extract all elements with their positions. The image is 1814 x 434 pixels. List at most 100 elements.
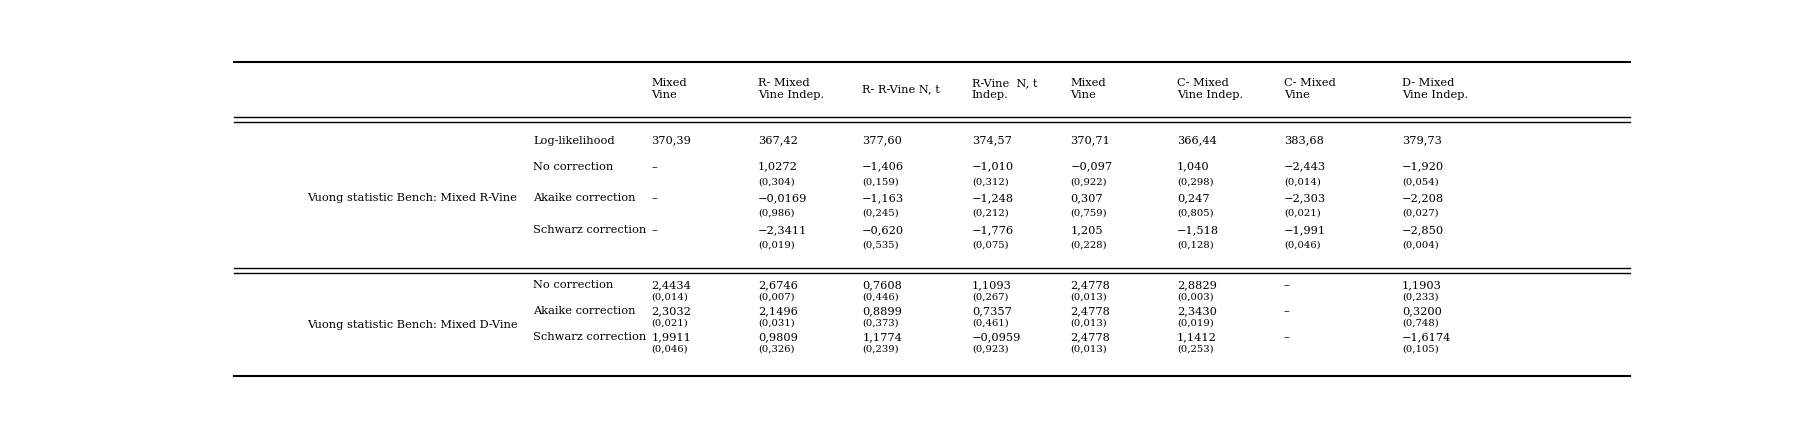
- Text: Schwarz correction: Schwarz correction: [533, 332, 646, 342]
- Text: −2,208: −2,208: [1402, 193, 1444, 203]
- Text: (0,748): (0,748): [1402, 319, 1439, 327]
- Text: (0,031): (0,031): [758, 319, 795, 327]
- Text: (0,004): (0,004): [1402, 240, 1439, 249]
- Text: 2,4778: 2,4778: [1070, 332, 1110, 342]
- Text: 0,7357: 0,7357: [972, 306, 1012, 316]
- Text: (0,046): (0,046): [1284, 240, 1321, 249]
- Text: (0,013): (0,013): [1070, 319, 1107, 327]
- Text: (0,312): (0,312): [972, 177, 1009, 186]
- Text: (0,105): (0,105): [1402, 344, 1439, 353]
- Text: Akaike correction: Akaike correction: [533, 306, 635, 316]
- Text: 379,73: 379,73: [1402, 136, 1442, 146]
- Text: Mixed
Vine: Mixed Vine: [651, 78, 688, 100]
- Text: −1,406: −1,406: [862, 162, 905, 172]
- Text: (0,267): (0,267): [972, 293, 1009, 302]
- Text: −2,850: −2,850: [1402, 225, 1444, 235]
- Text: (0,922): (0,922): [1070, 177, 1107, 186]
- Text: 383,68: 383,68: [1284, 136, 1324, 146]
- Text: D- Mixed
Vine Indep.: D- Mixed Vine Indep.: [1402, 78, 1468, 100]
- Text: 370,39: 370,39: [651, 136, 691, 146]
- Text: 1,040: 1,040: [1177, 162, 1210, 172]
- Text: −0,0169: −0,0169: [758, 193, 807, 203]
- Text: (0,014): (0,014): [651, 293, 688, 302]
- Text: −1,920: −1,920: [1402, 162, 1444, 172]
- Text: −1,776: −1,776: [972, 225, 1014, 235]
- Text: 2,4434: 2,4434: [651, 280, 691, 290]
- Text: (0,013): (0,013): [1070, 344, 1107, 353]
- Text: (0,373): (0,373): [862, 319, 898, 327]
- Text: (0,535): (0,535): [862, 240, 898, 249]
- Text: −0,097: −0,097: [1070, 162, 1112, 172]
- Text: 0,7608: 0,7608: [862, 280, 902, 290]
- Text: Akaike correction: Akaike correction: [533, 193, 635, 203]
- Text: 374,57: 374,57: [972, 136, 1012, 146]
- Text: (0,007): (0,007): [758, 293, 795, 302]
- Text: 2,3032: 2,3032: [651, 306, 691, 316]
- Text: (0,054): (0,054): [1402, 177, 1439, 186]
- Text: –: –: [651, 193, 657, 203]
- Text: Vuong statistic Bench: Mixed D-Vine: Vuong statistic Bench: Mixed D-Vine: [307, 320, 517, 330]
- Text: R- R-Vine N, t: R- R-Vine N, t: [862, 84, 940, 94]
- Text: –: –: [651, 225, 657, 235]
- Text: 0,307: 0,307: [1070, 193, 1103, 203]
- Text: R- Mixed
Vine Indep.: R- Mixed Vine Indep.: [758, 78, 824, 100]
- Text: −1,010: −1,010: [972, 162, 1014, 172]
- Text: –: –: [1284, 306, 1290, 316]
- Text: (0,003): (0,003): [1177, 293, 1214, 302]
- Text: (0,245): (0,245): [862, 209, 900, 218]
- Text: R-Vine  N, t
Indep.: R-Vine N, t Indep.: [972, 78, 1038, 100]
- Text: (0,128): (0,128): [1177, 240, 1214, 249]
- Text: (0,228): (0,228): [1070, 240, 1107, 249]
- Text: (0,304): (0,304): [758, 177, 795, 186]
- Text: 2,3430: 2,3430: [1177, 306, 1217, 316]
- Text: 0,247: 0,247: [1177, 193, 1210, 203]
- Text: 1,1412: 1,1412: [1177, 332, 1217, 342]
- Text: 2,4778: 2,4778: [1070, 306, 1110, 316]
- Text: (0,027): (0,027): [1402, 209, 1439, 218]
- Text: 1,0272: 1,0272: [758, 162, 798, 172]
- Text: (0,212): (0,212): [972, 209, 1009, 218]
- Text: (0,046): (0,046): [651, 344, 688, 353]
- Text: 1,1093: 1,1093: [972, 280, 1012, 290]
- Text: (0,986): (0,986): [758, 209, 795, 218]
- Text: −1,991: −1,991: [1284, 225, 1326, 235]
- Text: −1,163: −1,163: [862, 193, 905, 203]
- Text: (0,019): (0,019): [758, 240, 795, 249]
- Text: (0,805): (0,805): [1177, 209, 1214, 218]
- Text: 367,42: 367,42: [758, 136, 798, 146]
- Text: 2,4778: 2,4778: [1070, 280, 1110, 290]
- Text: (0,759): (0,759): [1070, 209, 1107, 218]
- Text: (0,239): (0,239): [862, 344, 898, 353]
- Text: (0,446): (0,446): [862, 293, 900, 302]
- Text: −0,0959: −0,0959: [972, 332, 1021, 342]
- Text: (0,233): (0,233): [1402, 293, 1439, 302]
- Text: −1,248: −1,248: [972, 193, 1014, 203]
- Text: −2,443: −2,443: [1284, 162, 1326, 172]
- Text: 1,1774: 1,1774: [862, 332, 902, 342]
- Text: C- Mixed
Vine Indep.: C- Mixed Vine Indep.: [1177, 78, 1243, 100]
- Text: (0,159): (0,159): [862, 177, 900, 186]
- Text: No correction: No correction: [533, 162, 613, 172]
- Text: 370,71: 370,71: [1070, 136, 1110, 146]
- Text: C- Mixed
Vine: C- Mixed Vine: [1284, 78, 1335, 100]
- Text: 1,1903: 1,1903: [1402, 280, 1442, 290]
- Text: 2,1496: 2,1496: [758, 306, 798, 316]
- Text: −1,518: −1,518: [1177, 225, 1219, 235]
- Text: 2,6746: 2,6746: [758, 280, 798, 290]
- Text: (0,253): (0,253): [1177, 344, 1214, 353]
- Text: Log-likelihood: Log-likelihood: [533, 136, 615, 146]
- Text: 0,8899: 0,8899: [862, 306, 902, 316]
- Text: (0,013): (0,013): [1070, 293, 1107, 302]
- Text: (0,021): (0,021): [1284, 209, 1321, 218]
- Text: (0,019): (0,019): [1177, 319, 1214, 327]
- Text: Vuong statistic Bench: Mixed R-Vine: Vuong statistic Bench: Mixed R-Vine: [307, 193, 517, 203]
- Text: (0,923): (0,923): [972, 344, 1009, 353]
- Text: No correction: No correction: [533, 280, 613, 290]
- Text: 2,8829: 2,8829: [1177, 280, 1217, 290]
- Text: 1,9911: 1,9911: [651, 332, 691, 342]
- Text: (0,461): (0,461): [972, 319, 1009, 327]
- Text: −0,620: −0,620: [862, 225, 905, 235]
- Text: –: –: [651, 162, 657, 172]
- Text: –: –: [1284, 280, 1290, 290]
- Text: −2,303: −2,303: [1284, 193, 1326, 203]
